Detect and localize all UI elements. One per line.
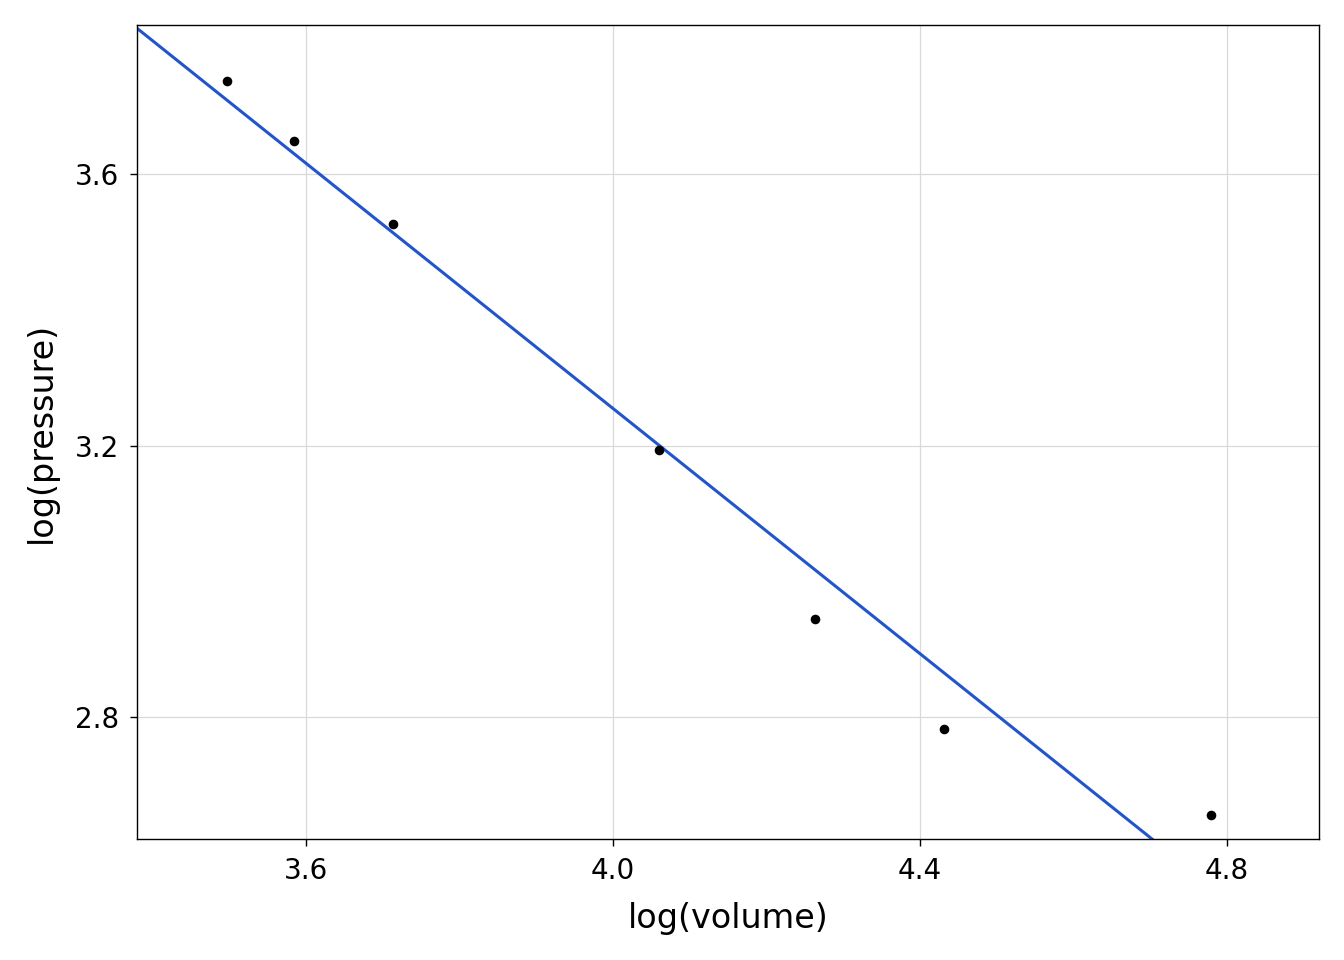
- Point: [383, 216, 405, 231]
- Point: [282, 133, 304, 149]
- Point: [648, 443, 669, 458]
- Point: [933, 722, 954, 737]
- Y-axis label: log(pressure): log(pressure): [26, 322, 58, 542]
- Point: [216, 73, 238, 88]
- X-axis label: log(volume): log(volume): [628, 902, 828, 935]
- Point: [1200, 807, 1222, 823]
- Point: [804, 612, 825, 627]
